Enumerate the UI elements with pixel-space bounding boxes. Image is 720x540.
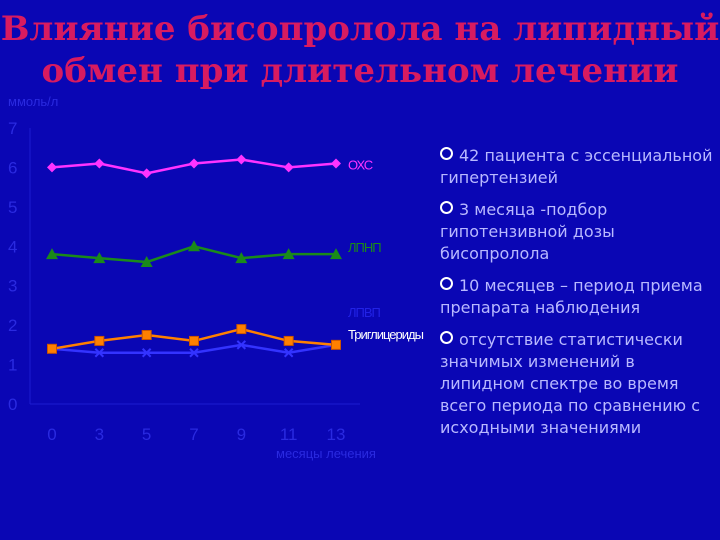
note-item: 10 месяцев – период приема препарата наб… xyxy=(440,275,716,319)
y-axis-label: ммоль/л xyxy=(8,94,58,109)
data-point-triangle xyxy=(282,248,295,260)
x-tick-label: 3 xyxy=(95,425,104,444)
data-point-triangle xyxy=(188,240,200,252)
note-text: 3 месяца -подбор гипотензивной дозы бисо… xyxy=(440,200,615,263)
data-point-square xyxy=(283,335,294,346)
data-point-x xyxy=(283,348,294,358)
data-point-diamond xyxy=(331,158,341,169)
x-axis-label: месяцы лечения xyxy=(276,446,376,461)
y-tick-label: 3 xyxy=(8,277,17,296)
study-notes-list: 42 пациента с эссенциальной гипертензией… xyxy=(440,145,716,449)
data-point-square xyxy=(331,339,341,350)
x-tick-label: 13 xyxy=(327,425,346,444)
note-item: отсутствие статистически значимых измене… xyxy=(440,329,716,439)
data-point-x xyxy=(94,348,105,358)
circle-bullet-icon xyxy=(440,147,453,160)
y-tick-label: 6 xyxy=(8,158,17,177)
data-point-triangle xyxy=(46,248,58,260)
x-tick-label: 5 xyxy=(142,425,151,444)
series-label: ЛПНП xyxy=(348,240,381,255)
y-tick-label: 4 xyxy=(8,237,17,256)
data-point-diamond xyxy=(94,158,105,169)
data-point-x xyxy=(141,348,152,358)
title-line-2: обмен при длительном лечении xyxy=(41,51,679,91)
title-line-1: Влияние бисопролола на липидный xyxy=(0,9,720,49)
note-text: 10 месяцев – период приема препарата наб… xyxy=(440,276,703,317)
data-point-diamond xyxy=(141,168,152,179)
x-tick-label: 0 xyxy=(47,425,56,444)
data-point-square xyxy=(189,335,199,346)
data-point-diamond xyxy=(283,162,294,173)
x-tick-label: 7 xyxy=(189,425,198,444)
series-label: Триглицериды xyxy=(348,327,424,342)
data-point-square xyxy=(141,330,152,340)
y-tick-label: 2 xyxy=(8,316,17,335)
data-point-diamond xyxy=(189,158,199,169)
x-tick-label: 11 xyxy=(280,425,298,444)
data-point-square xyxy=(94,335,105,346)
note-item: 3 месяца -подбор гипотензивной дозы бисо… xyxy=(440,199,716,265)
note-text: отсутствие статистически значимых измене… xyxy=(440,330,700,437)
series-label: ОХС xyxy=(348,157,373,172)
note-item: 42 пациента с эссенциальной гипертензией xyxy=(440,145,716,189)
data-point-triangle xyxy=(93,252,106,264)
data-point-diamond xyxy=(47,162,57,173)
y-tick-label: 7 xyxy=(8,119,17,138)
circle-bullet-icon xyxy=(440,331,453,344)
circle-bullet-icon xyxy=(440,201,453,214)
data-point-triangle xyxy=(235,252,248,264)
y-tick-label: 5 xyxy=(8,198,17,217)
data-point-square xyxy=(47,343,57,354)
data-point-diamond xyxy=(236,154,247,165)
slide-title: Влияние бисопролола на липидный обмен пр… xyxy=(0,8,720,92)
data-point-triangle xyxy=(330,248,342,260)
note-text: 42 пациента с эссенциальной гипертензией xyxy=(440,146,713,187)
series-label: ЛПВП xyxy=(348,305,381,320)
x-tick-label: 9 xyxy=(237,425,246,444)
y-tick-label: 0 xyxy=(8,395,17,414)
data-point-x xyxy=(236,340,247,350)
data-point-square xyxy=(236,324,247,335)
circle-bullet-icon xyxy=(440,277,453,290)
lipid-line-chart: ммоль/л 0 1 2 3 4 5 6 7 0 3 5 7 9 11 13 месяцы лечения ОХ… xyxy=(8,94,425,461)
data-point-x xyxy=(189,348,199,358)
y-tick-label: 1 xyxy=(8,356,17,375)
data-point-triangle xyxy=(140,256,153,268)
